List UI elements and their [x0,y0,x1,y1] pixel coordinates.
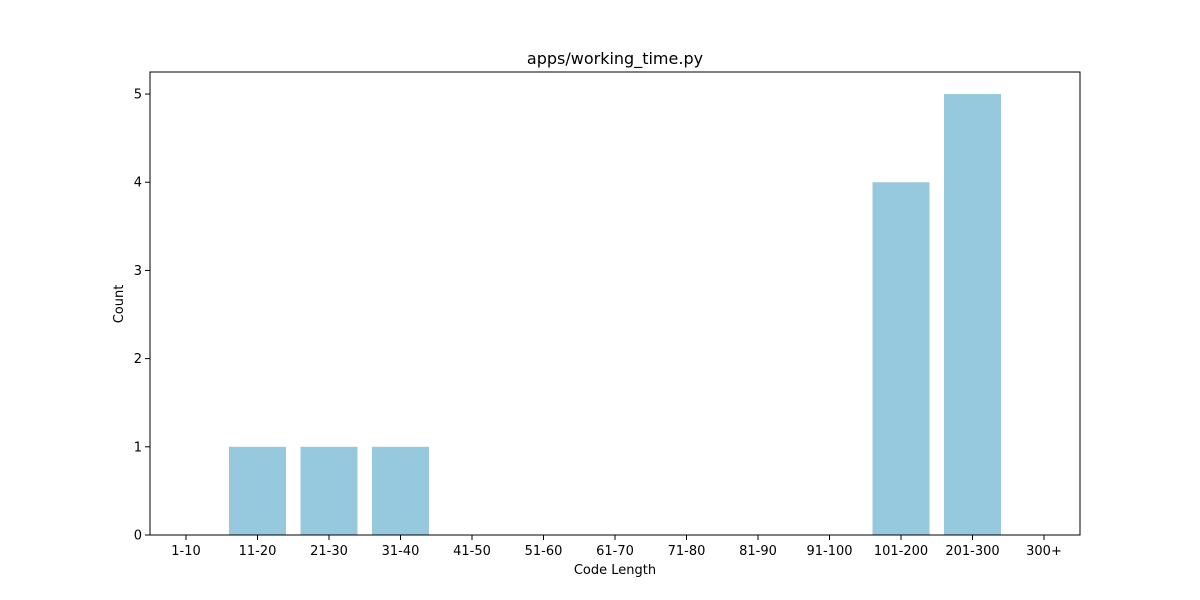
bar-201-300 [944,94,1001,536]
bar-31-40 [372,446,429,535]
x-tick-label: 300+ [1026,544,1062,559]
x-tick-label: 61-70 [596,544,634,559]
bars-layer [229,94,1001,536]
y-tick-label: 5 [134,88,142,103]
y-tick-label: 0 [134,529,142,544]
x-tick-label: 91-100 [806,544,852,559]
chart-title: apps/working_time.py [527,49,703,69]
y-tick-label: 4 [134,176,142,191]
x-tick-label: 51-60 [525,544,563,559]
x-axis-label: Code Length [574,563,656,578]
x-tick-label: 41-50 [453,544,491,559]
x-tick-label: 1-10 [171,544,201,559]
bar-101-200 [872,182,930,536]
x-tick-label: 201-300 [945,544,999,559]
x-tick-label: 81-90 [739,544,777,559]
y-axis-label: Count [112,285,127,324]
axes-layer: 0 1 2 3 4 5 1-10 11-20 21-30 31-40 41-50 51-60 61-70… [134,71,1081,559]
bar-11-20 [229,446,286,535]
x-tick-label: 71-80 [668,544,706,559]
x-tick-label: 31-40 [382,544,420,559]
y-tick-label: 1 [134,440,142,455]
x-tick-label: 21-30 [310,544,348,559]
y-tick-label: 3 [134,264,142,279]
x-tick-label: 101-200 [874,544,928,559]
bar-21-30 [300,446,358,535]
x-tick-label: 11-20 [239,544,277,559]
y-tick-label: 2 [134,352,142,367]
